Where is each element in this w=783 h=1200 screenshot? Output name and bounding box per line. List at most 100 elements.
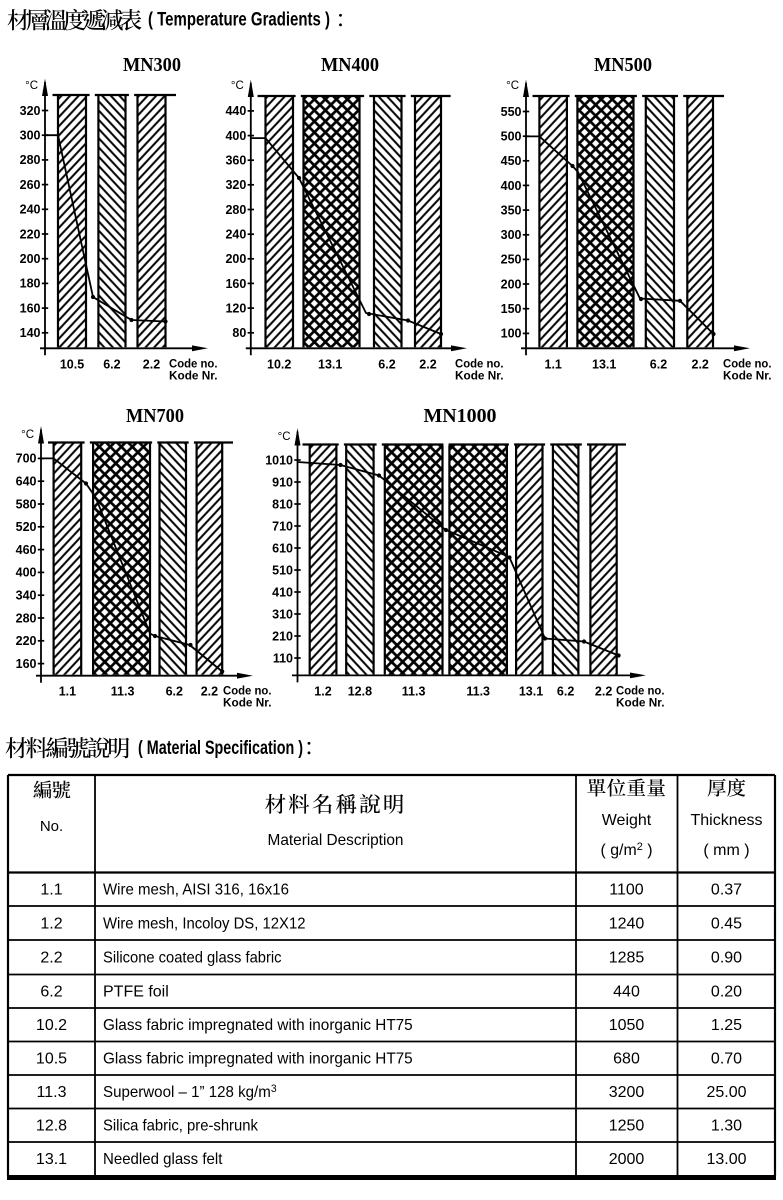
svg-text:MN500: MN500 [594,54,652,76]
svg-text:°C: °C [278,431,291,443]
svg-text:1.1: 1.1 [40,882,62,899]
svg-text:320: 320 [20,104,41,118]
svg-text:°C: °C [25,80,38,92]
svg-text:( Temperature Gradients ): ( Temperature Gradients ) [148,9,330,31]
svg-text:2.2: 2.2 [40,950,62,967]
svg-text:100: 100 [501,327,522,341]
svg-text:MN300: MN300 [123,54,181,76]
svg-text:Kode Nr.: Kode Nr. [169,368,218,382]
svg-text:320: 320 [225,178,246,192]
svg-text:550: 550 [501,105,522,119]
svg-text:2.2: 2.2 [201,685,218,699]
svg-text:6.2: 6.2 [378,357,395,371]
svg-text:440: 440 [613,984,640,1001]
svg-text:910: 910 [272,475,293,489]
svg-text:Wire mesh, AISI 316, 16x16: Wire mesh, AISI 316, 16x16 [103,882,289,899]
svg-text:Code no.: Code no. [455,356,504,370]
svg-text:2.2: 2.2 [692,357,709,371]
svg-text:410: 410 [272,585,293,599]
svg-text:400: 400 [225,129,246,143]
svg-text:300: 300 [20,129,41,143]
svg-text:1240: 1240 [609,915,645,932]
svg-text:10.5: 10.5 [60,357,84,371]
svg-text:( Material Specification ): ( Material Specification ) [138,737,303,759]
svg-text:810: 810 [272,497,293,511]
svg-text:460: 460 [16,543,37,557]
svg-text:Silicone coated glass fabric: Silicone coated glass fabric [103,950,282,967]
svg-text:11.3: 11.3 [37,1084,67,1101]
svg-text:0.37: 0.37 [711,882,742,899]
svg-text:1285: 1285 [609,950,645,967]
svg-text:12.8: 12.8 [36,1118,67,1135]
svg-text:°C: °C [506,80,519,92]
svg-text:400: 400 [501,179,522,193]
svg-text:13.1: 13.1 [36,1151,67,1168]
svg-text:Code no.: Code no. [223,684,272,698]
svg-text:Glass fabric impregnated with: Glass fabric impregnated with inorganic … [103,1051,413,1068]
svg-text:150: 150 [501,302,522,316]
svg-text:1.1: 1.1 [59,685,76,699]
svg-text:160: 160 [16,657,37,671]
svg-text:2.2: 2.2 [419,357,436,371]
svg-text:200: 200 [501,277,522,291]
svg-text:6.2: 6.2 [103,357,120,371]
svg-text:220: 220 [20,227,41,241]
svg-text:140: 140 [20,326,41,340]
svg-text:160: 160 [225,277,246,291]
svg-text:No.: No. [40,818,63,835]
svg-text:6.2: 6.2 [166,685,183,699]
svg-text:13.00: 13.00 [706,1151,746,1168]
svg-text:12.8: 12.8 [348,684,372,698]
svg-text:1100: 1100 [609,882,644,899]
svg-text:13.1: 13.1 [318,357,342,371]
svg-text:680: 680 [613,1051,640,1068]
svg-text:13.1: 13.1 [592,357,616,371]
svg-text:6.2: 6.2 [557,684,574,698]
svg-text:80: 80 [232,326,246,340]
svg-text:( mm ): ( mm ) [703,842,749,859]
svg-text:240: 240 [20,203,41,217]
svg-text:160: 160 [20,301,41,315]
svg-text:280: 280 [225,203,246,217]
svg-text:Code no.: Code no. [616,683,665,697]
svg-text:180: 180 [20,277,41,291]
svg-text:Silica fabric, pre-shrunk: Silica fabric, pre-shrunk [103,1118,259,1135]
svg-text:Kode Nr.: Kode Nr. [723,368,772,382]
svg-text:Code no.: Code no. [169,356,218,370]
svg-text:Kode Nr.: Kode Nr. [223,696,272,710]
svg-text:( g/m2 ): ( g/m2 ) [601,841,653,859]
svg-text:360: 360 [225,154,246,168]
svg-text:2.2: 2.2 [595,684,612,698]
svg-text:3200: 3200 [609,1084,645,1101]
svg-text:0.90: 0.90 [711,950,742,967]
svg-text:6.2: 6.2 [40,984,62,1001]
svg-text:440: 440 [225,104,246,118]
svg-text:13.1: 13.1 [519,684,543,698]
svg-text:°C: °C [231,80,244,92]
svg-text:500: 500 [501,129,522,143]
svg-text:300: 300 [501,228,522,242]
svg-text:MN700: MN700 [126,405,184,427]
svg-text:Weight: Weight [602,812,652,829]
svg-text:Needled glass felt: Needled glass felt [103,1151,223,1168]
svg-text:1050: 1050 [609,1017,645,1034]
svg-text:200: 200 [225,252,246,266]
svg-text:0.20: 0.20 [711,984,742,1001]
svg-text:10.2: 10.2 [267,357,291,371]
svg-text:0.45: 0.45 [711,915,742,932]
svg-text:350: 350 [501,203,522,217]
svg-text:MN1000: MN1000 [424,405,497,427]
svg-text:700: 700 [16,452,37,466]
svg-text:10.2: 10.2 [36,1017,67,1034]
svg-text:1.30: 1.30 [711,1118,742,1135]
svg-text:Code no.: Code no. [723,356,772,370]
svg-text:520: 520 [16,520,37,534]
svg-text:400: 400 [16,566,37,580]
svg-text:280: 280 [20,153,41,167]
svg-text:PTFE foil: PTFE foil [103,984,169,1001]
svg-text:Superwool – 1” 128 kg/m3: Superwool – 1” 128 kg/m3 [103,1083,277,1101]
svg-text:110: 110 [273,651,293,665]
svg-text:11.3: 11.3 [466,684,490,698]
svg-text:1.1: 1.1 [545,357,562,371]
svg-text:1250: 1250 [609,1118,645,1135]
